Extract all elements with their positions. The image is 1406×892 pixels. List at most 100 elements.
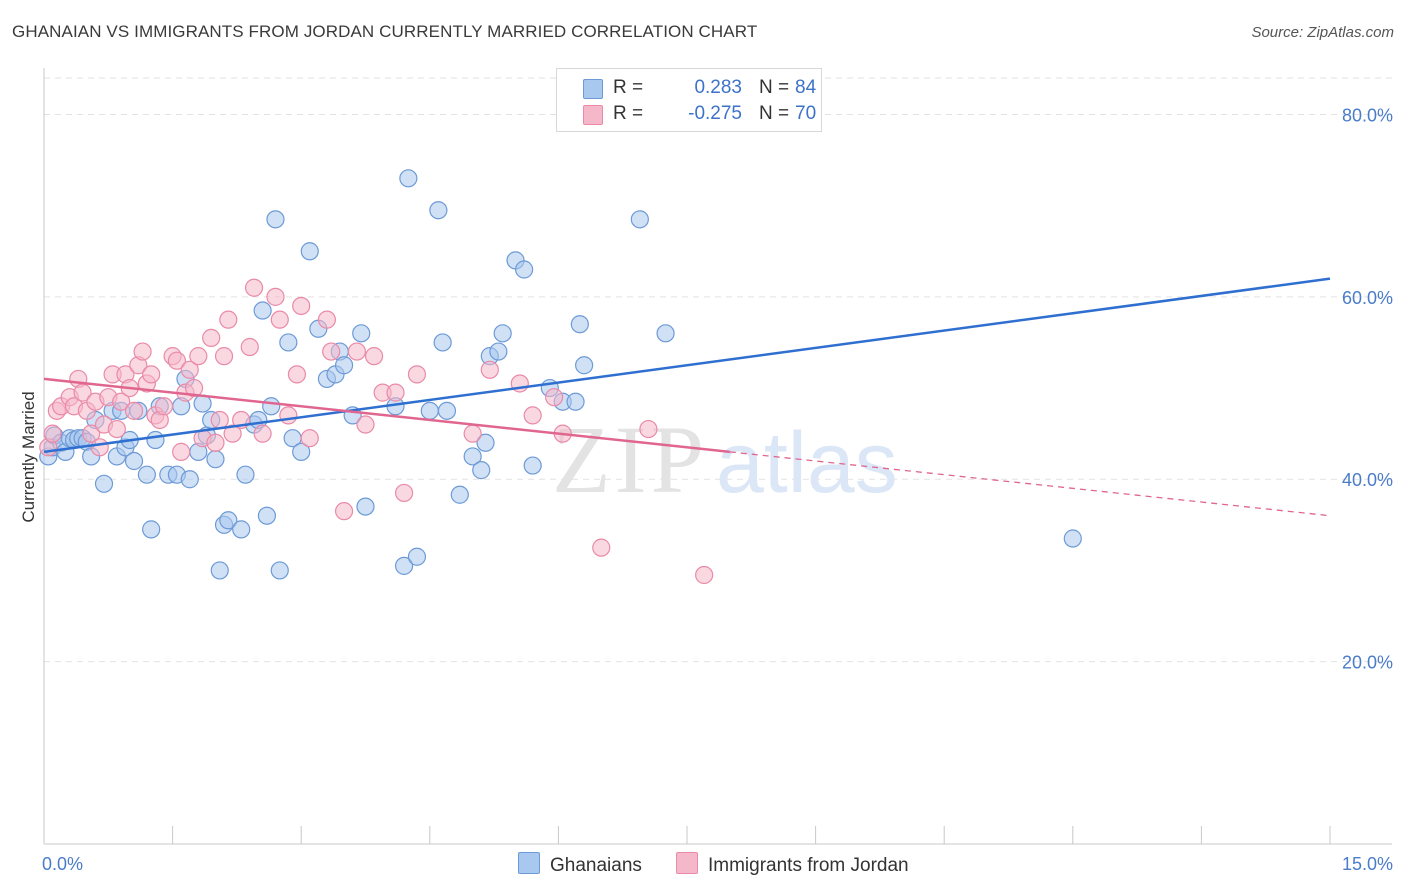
jordan-point-19 <box>124 401 144 420</box>
ghanaian-point-67 <box>463 447 482 466</box>
bottom-legend-label: Ghanaians <box>550 855 642 876</box>
ghanaian-point-56 <box>352 324 371 343</box>
ghanaians-trend-line <box>43 277 1331 454</box>
ghanaian-point-81 <box>630 210 649 229</box>
jordan-point-9 <box>82 424 101 443</box>
jordan-point-45 <box>266 287 285 306</box>
bottom-legend-swatch-pink <box>676 852 698 874</box>
bottom-legend-swatch-blue <box>518 852 540 874</box>
legend-n-value: 84 <box>795 77 817 98</box>
jordan-point-38 <box>214 347 234 366</box>
ghanaian-point-41 <box>253 301 272 320</box>
ghanaian-point-38 <box>236 465 255 484</box>
ghanaian-point-33 <box>206 450 225 469</box>
jordan-point-52 <box>322 342 341 361</box>
jordan-point-68 <box>639 419 658 439</box>
jordan-point-44 <box>253 424 272 443</box>
legend-r-value: 0.283 <box>694 77 742 98</box>
ghanaian-point-59 <box>394 556 414 575</box>
jordan-point-26 <box>154 397 174 416</box>
ghanaian-point-22 <box>146 430 165 450</box>
legend-swatch-pink <box>583 105 603 125</box>
ghanaian-point-69 <box>476 433 495 452</box>
jordan-point-46 <box>270 310 289 329</box>
jordan-point-35 <box>202 328 221 347</box>
y-tick-label: 80.0% <box>1342 105 1393 125</box>
ghanaian-point-12 <box>94 474 114 493</box>
jordan-point-65 <box>545 388 564 407</box>
tick-labels: 20.0% 40.0% 60.0% 80.0% 0.0% 15.0% <box>42 105 1393 874</box>
ghanaian-point-21 <box>142 520 161 539</box>
ghanaian-point-18 <box>124 451 144 471</box>
jordan-point-39 <box>219 310 238 329</box>
ghanaian-point-66 <box>450 485 469 504</box>
jordan-point-56 <box>364 347 384 366</box>
ghanaian-point-78 <box>566 392 585 411</box>
jordan-point-53 <box>334 502 354 521</box>
jordan-point-50 <box>300 429 319 448</box>
ghanaian-point-65 <box>437 401 457 420</box>
jordan-point-28 <box>167 351 186 370</box>
ghanaian-point-34 <box>210 561 229 580</box>
legend-n-value: 70 <box>795 103 817 124</box>
jordan-point-31 <box>180 360 199 379</box>
jordan-point-62 <box>480 360 499 379</box>
jordan-point-54 <box>347 342 367 361</box>
ghanaian-point-60 <box>399 169 418 188</box>
jordan-point-60 <box>407 365 427 384</box>
ghanaian-point-71 <box>489 342 508 361</box>
ghanaian-point-57 <box>356 497 375 516</box>
ghanaian-point-28 <box>180 470 199 489</box>
ghanaian-point-72 <box>493 324 512 343</box>
jordan-point-64 <box>523 406 542 425</box>
legend-r-value: -0.275 <box>688 103 742 124</box>
ghanaian-point-49 <box>300 242 319 261</box>
jordan-point-42 <box>240 337 259 357</box>
jordan-point-43 <box>244 278 264 297</box>
x-tick-label: 0.0% <box>42 854 83 874</box>
ghanaian-point-37 <box>232 520 251 539</box>
ghanaian-point-79 <box>570 315 589 334</box>
ghanaian-point-74 <box>515 260 534 279</box>
y-tick-label: 40.0% <box>1342 470 1393 490</box>
watermark: ZIP atlas <box>552 406 898 513</box>
ghanaian-point-42 <box>257 506 277 525</box>
jordan-point-40 <box>223 424 242 443</box>
ghanaian-point-36 <box>219 511 238 530</box>
jordan-point-49 <box>292 296 311 316</box>
watermark-zip: ZIP <box>552 406 708 513</box>
ghanaian-point-75 <box>523 456 542 475</box>
ghanaian-point-63 <box>429 201 448 220</box>
watermark-atlas: atlas <box>716 415 898 511</box>
jordan-point-59 <box>394 483 414 503</box>
source-credit: Source: ZipAtlas.com <box>1251 24 1394 41</box>
trend-lines <box>43 277 1331 517</box>
ghanaian-point-20 <box>137 465 156 484</box>
jordan-point-11 <box>90 438 109 457</box>
jordan-point-55 <box>356 415 375 434</box>
ghanaian-point-83 <box>1063 529 1082 548</box>
x-tick-label: 15.0% <box>1342 854 1393 874</box>
jordan-point-33 <box>189 347 208 366</box>
jordan-point-23 <box>142 365 161 384</box>
jordan-point-16 <box>112 392 131 411</box>
chart-title: GHANAIAN VS IMMIGRANTS FROM JORDAN CURRE… <box>12 22 758 41</box>
legend-r-label: R = <box>613 103 644 124</box>
bottom-legend-label: Immigrants from Jordan <box>708 855 909 876</box>
y-tick-label: 20.0% <box>1342 653 1393 673</box>
jordan-point-58 <box>386 383 405 402</box>
jordan-point-1 <box>43 424 62 443</box>
legend-n-label: N = <box>759 103 790 124</box>
legend-swatch-blue <box>583 79 603 99</box>
ghanaian-point-82 <box>656 324 675 343</box>
jordan-points <box>39 278 714 585</box>
ghanaian-point-61 <box>407 547 427 566</box>
bottom-legend-jordan: Immigrants from Jordan <box>676 852 909 877</box>
gridlines <box>44 77 1392 663</box>
y-tick-label: 60.0% <box>1342 288 1393 308</box>
ghanaian-point-54 <box>334 356 354 375</box>
ghanaian-point-46 <box>279 333 298 352</box>
ghanaian-point-62 <box>420 401 439 420</box>
ghanaian-point-48 <box>292 442 311 461</box>
